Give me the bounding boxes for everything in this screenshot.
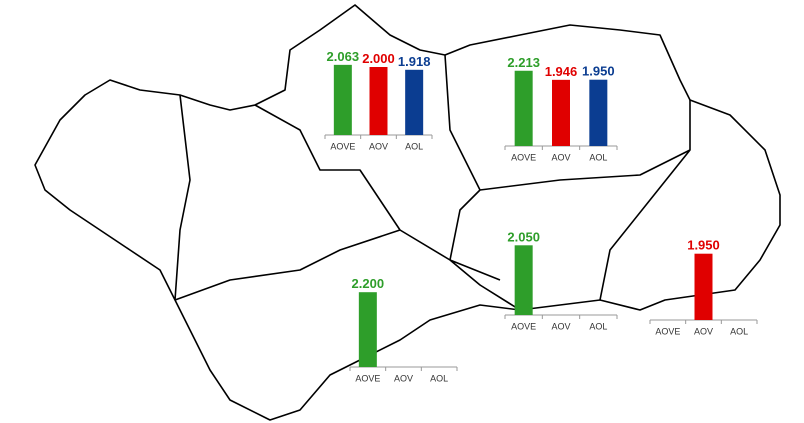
bar	[694, 253, 713, 320]
category-label: AOVE	[330, 141, 355, 151]
category-label: AOV	[551, 152, 570, 162]
bar	[514, 245, 533, 315]
value-label: 2.000	[362, 51, 395, 66]
region-outline	[34, 4, 781, 421]
bar	[405, 69, 424, 135]
bar	[552, 79, 570, 146]
value-label: 2.050	[507, 229, 540, 244]
bar	[358, 292, 377, 367]
value-label: 1.918	[398, 54, 431, 69]
category-label: AOV	[551, 321, 570, 331]
category-label: AOL	[730, 326, 748, 336]
category-label: AOVE	[511, 152, 536, 162]
bar	[514, 70, 533, 146]
value-label: 1.946	[545, 64, 578, 79]
category-label: AOVE	[511, 321, 536, 331]
bar	[369, 67, 388, 135]
category-label: AOL	[589, 321, 607, 331]
value-label: 1.950	[687, 238, 720, 253]
category-label: AOL	[405, 141, 423, 151]
category-label: AOV	[394, 373, 413, 383]
value-label: 2.063	[327, 49, 360, 64]
bar	[589, 79, 608, 146]
value-label: 1.950	[582, 64, 615, 79]
category-label: AOV	[369, 141, 388, 151]
province-borders	[174, 54, 691, 311]
category-label: AOV	[694, 326, 713, 336]
value-label: 2.213	[507, 55, 540, 70]
category-label: AOL	[430, 373, 448, 383]
category-label: AOL	[589, 152, 607, 162]
category-label: AOVE	[355, 373, 380, 383]
category-label: AOVE	[655, 326, 680, 336]
bar	[333, 64, 352, 135]
value-label: 2.200	[352, 276, 385, 291]
